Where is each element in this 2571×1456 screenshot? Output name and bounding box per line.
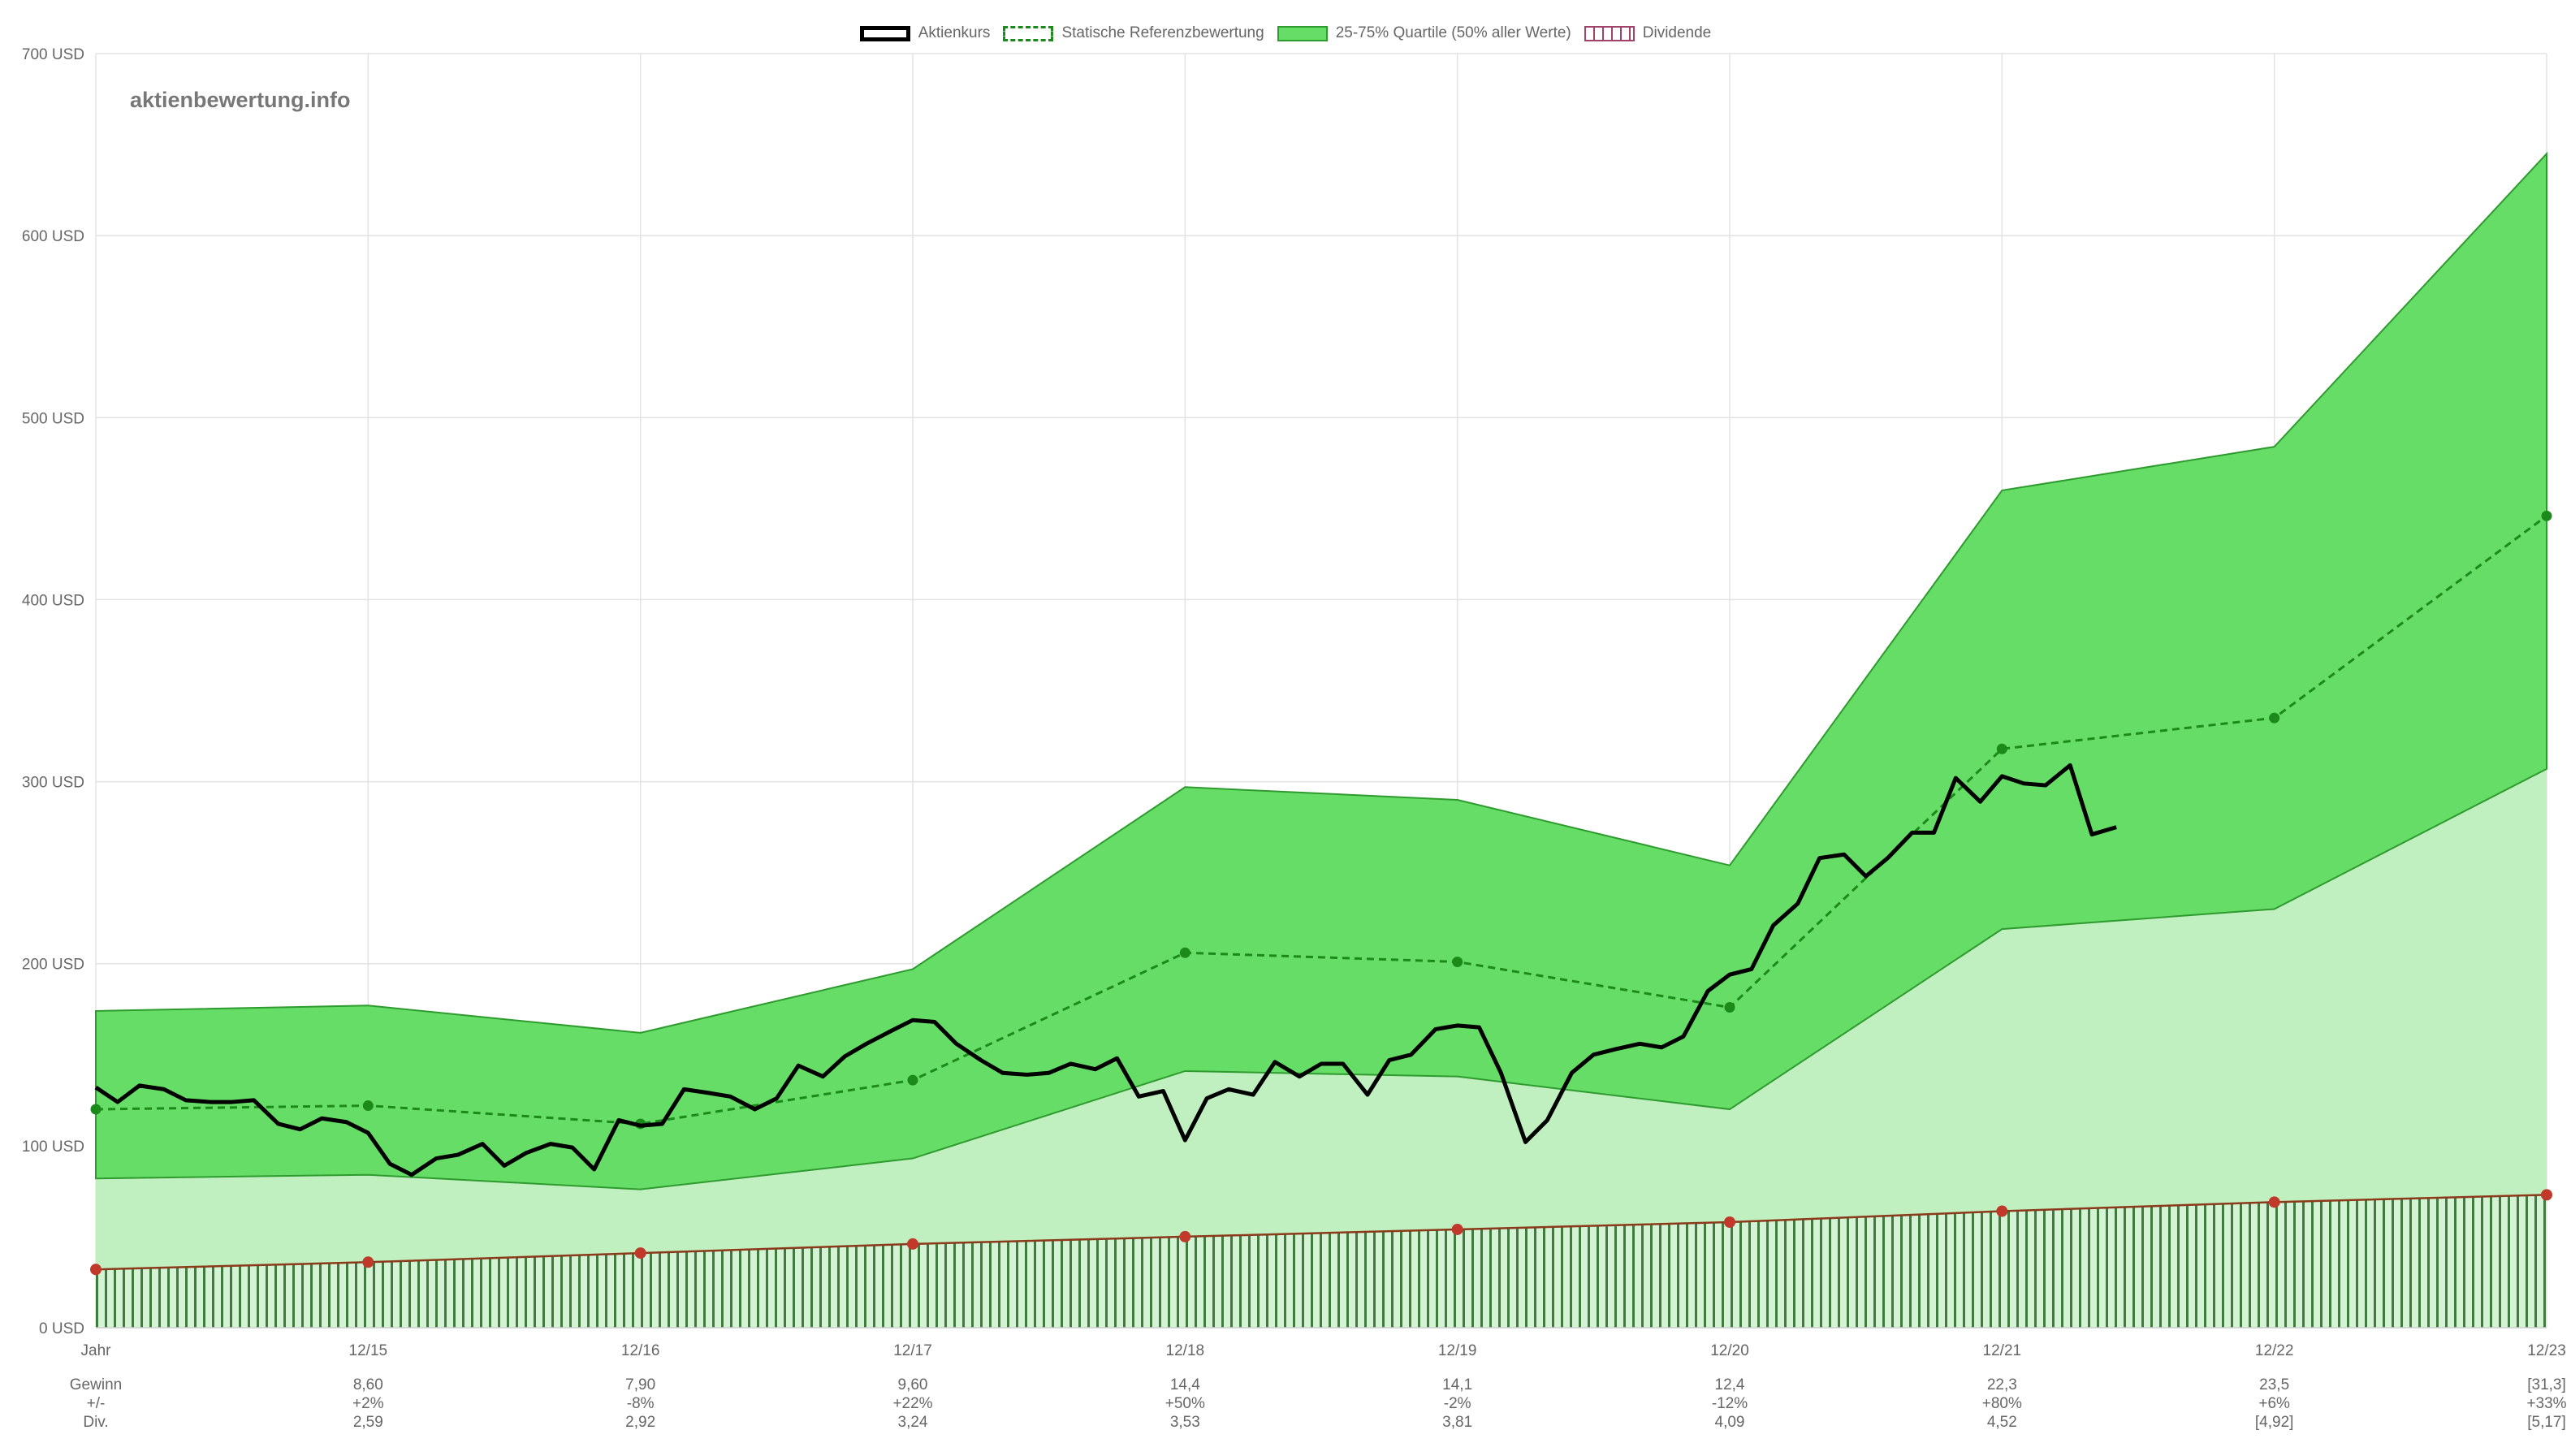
table-cell: 12,4 — [1715, 1376, 1745, 1393]
table-row-label: +/- — [87, 1395, 106, 1412]
table-cell: 14,4 — [1170, 1376, 1200, 1393]
legend-swatch-aktienkurs — [859, 25, 910, 41]
legend-label-dividende: Dividende — [1642, 24, 1712, 41]
table-cell: 4,09 — [1715, 1414, 1745, 1431]
legend-item-referenzbewertung[interactable]: Statische Referenzbewertung — [1003, 24, 1264, 42]
x-tick-label: 12/22 — [2255, 1342, 2294, 1359]
table-cell: -2% — [1444, 1395, 1471, 1412]
table-row-label: Gewinn — [70, 1376, 122, 1393]
table-cell: 14,1 — [1442, 1376, 1472, 1393]
legend-swatch-quartile — [1277, 25, 1328, 41]
price-line — [94, 763, 2117, 1177]
dividend-point — [90, 1264, 102, 1276]
table-cell: 9,60 — [898, 1376, 928, 1393]
x-tick-label: 12/20 — [1710, 1342, 1749, 1359]
table-cell: 22,3 — [1987, 1376, 2017, 1393]
y-tick-label: 700 USD — [22, 46, 84, 63]
table-cell: +22% — [892, 1395, 932, 1412]
legend-swatch-dividende — [1584, 25, 1635, 41]
legend-item-quartile[interactable]: 25-75% Quartile (50% aller Werte) — [1277, 24, 1571, 42]
reference-point — [1452, 956, 1463, 967]
y-tick-label: 100 USD — [22, 1138, 84, 1156]
reference-point — [907, 1074, 918, 1086]
y-tick-label: 500 USD — [22, 410, 84, 427]
dividend-point — [1996, 1205, 2008, 1217]
y-tick-label: 200 USD — [22, 957, 84, 974]
table-cell: 8,60 — [353, 1376, 383, 1393]
reference-point — [1179, 947, 1190, 958]
y-tick-label: 0 USD — [39, 1320, 84, 1337]
y-tick-label: 300 USD — [22, 775, 84, 792]
table-cell: 2,92 — [625, 1414, 655, 1431]
table-cell: [31,3] — [2527, 1376, 2566, 1393]
dividend-line — [95, 1194, 2547, 1271]
dividend-point — [2268, 1196, 2280, 1208]
x-tick-label: 12/21 — [1983, 1342, 2022, 1359]
table-cell: [4,92] — [2255, 1414, 2294, 1431]
table-cell: 23,5 — [2259, 1376, 2289, 1393]
quartile-band-area — [95, 151, 2547, 1190]
table-cell: 3,24 — [898, 1414, 928, 1431]
reference-point — [1996, 743, 2007, 754]
dividend-point — [362, 1256, 374, 1268]
table-cell: +2% — [352, 1395, 384, 1412]
x-tick-label: 12/15 — [349, 1342, 388, 1359]
dividend-point — [1724, 1216, 1735, 1228]
dividend-area — [96, 1195, 2547, 1328]
table-cell: +80% — [1982, 1395, 2022, 1412]
table-cell: 3,53 — [1170, 1414, 1200, 1431]
reference-point — [90, 1104, 102, 1115]
y-tick-label: 600 USD — [22, 228, 84, 245]
legend-label-referenzbewertung: Statische Referenzbewertung — [1061, 24, 1264, 41]
table-cell: +33% — [2526, 1395, 2566, 1412]
x-tick-label: 12/18 — [1166, 1342, 1205, 1359]
dividend-point — [634, 1247, 646, 1259]
y-tick-label: 400 USD — [22, 592, 84, 609]
table-cell: +50% — [1165, 1395, 1205, 1412]
table-cell: 3,81 — [1442, 1414, 1472, 1431]
table-cell: 2,59 — [353, 1414, 383, 1431]
reference-point — [2269, 712, 2280, 724]
x-tick-label: 12/23 — [2527, 1342, 2566, 1359]
dividend-point — [907, 1238, 918, 1250]
dividend-point — [1179, 1230, 1191, 1242]
chart-legend: Aktienkurs Statische Referenzbewertung 2… — [0, 21, 2571, 45]
reference-point — [362, 1100, 374, 1112]
legend-swatch-referenzbewertung — [1003, 25, 1054, 41]
table-cell: 4,52 — [1987, 1414, 2017, 1431]
watermark-logo: aktienbewertung.info — [130, 88, 351, 112]
table-cell: -12% — [1712, 1395, 1748, 1412]
legend-item-aktienkurs[interactable]: Aktienkurs — [859, 24, 991, 42]
legend-label-aktienkurs: Aktienkurs — [918, 24, 991, 41]
dividend-point — [1451, 1223, 1463, 1235]
legend-label-quartile: 25-75% Quartile (50% aller Werte) — [1335, 24, 1571, 41]
table-cell: -8% — [627, 1395, 655, 1412]
lower-valuation-area — [96, 768, 2547, 1328]
legend-item-dividende[interactable]: Dividende — [1584, 24, 1712, 42]
table-cell: 7,90 — [625, 1376, 655, 1393]
reference-line — [95, 515, 2547, 1125]
x-tick-label: Jahr — [81, 1342, 112, 1359]
table-row-label: Div. — [83, 1414, 108, 1431]
x-tick-label: 12/19 — [1438, 1342, 1477, 1359]
dividend-point — [2541, 1189, 2552, 1201]
reference-point — [1724, 1002, 1735, 1013]
reference-point — [2541, 510, 2552, 521]
x-tick-label: 12/17 — [893, 1342, 932, 1359]
table-cell: +6% — [2258, 1395, 2290, 1412]
x-tick-label: 12/16 — [621, 1342, 660, 1359]
table-cell: [5,17] — [2527, 1414, 2566, 1431]
